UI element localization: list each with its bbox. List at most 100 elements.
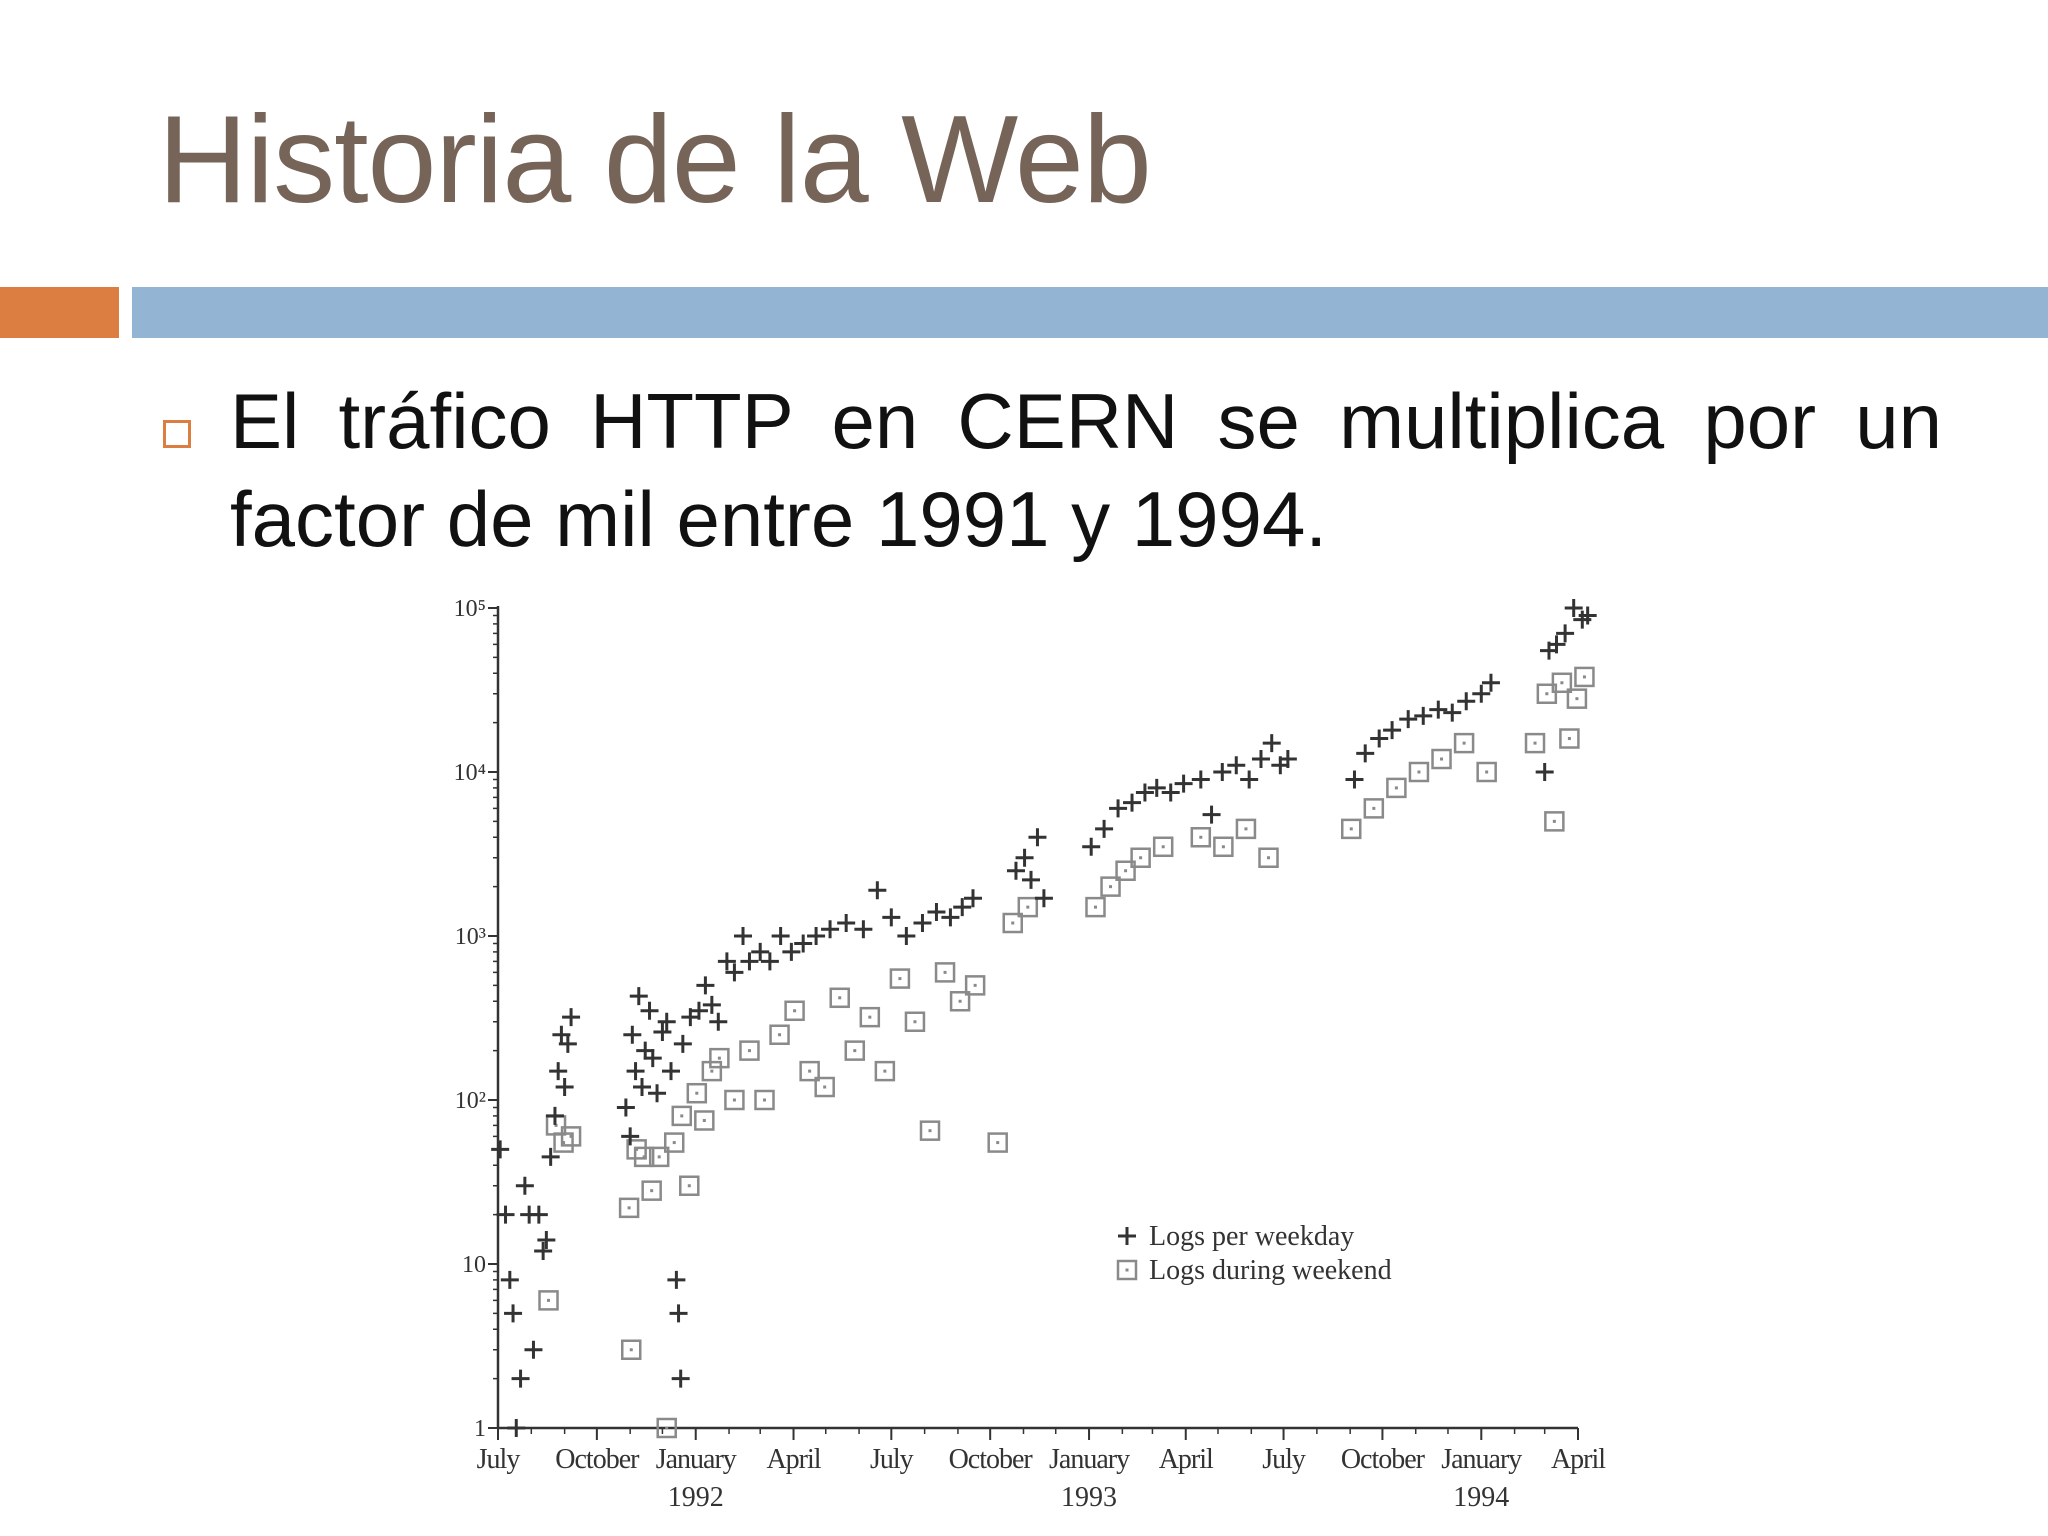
weekday-point xyxy=(534,1242,553,1261)
x-tick-label: January xyxy=(1049,1444,1130,1475)
http-traffic-chart: 10⁵ 10⁴ 10³ 10² 10 1 July October January 1992 Apr… xyxy=(405,585,1645,1526)
weekend-point-dot xyxy=(1093,905,1097,909)
weekend-point xyxy=(1559,728,1580,749)
weekday-point xyxy=(854,920,873,939)
weekday-point xyxy=(555,1078,574,1097)
weekend-point-dot xyxy=(1221,845,1225,849)
weekday-point xyxy=(545,1106,564,1125)
weekend-point xyxy=(1574,666,1595,688)
weekday-point xyxy=(511,1369,530,1388)
weekend-point xyxy=(919,1120,941,1141)
weekend-point xyxy=(1152,836,1174,858)
weekday-point xyxy=(662,1062,681,1081)
weekday-point xyxy=(623,1025,642,1044)
weekday-point xyxy=(626,1062,645,1081)
weekend-point xyxy=(1235,818,1257,840)
weekday-point xyxy=(1457,692,1476,711)
weekend-point xyxy=(679,1175,700,1197)
weekend-point xyxy=(656,1417,677,1439)
weekday-point xyxy=(782,942,801,961)
weekend-point xyxy=(1100,876,1121,897)
weekend-point-dot xyxy=(1575,697,1579,701)
weekday-point xyxy=(640,1001,659,1020)
weekend-point xyxy=(1130,847,1151,869)
weekend-point-dot xyxy=(1533,741,1537,745)
weekend-point-dot xyxy=(1109,885,1113,889)
weekday-point xyxy=(1135,783,1154,802)
slide-title: Historia de la Web xyxy=(158,91,1152,229)
x-tick-label: April xyxy=(1159,1444,1214,1475)
weekday-point xyxy=(868,881,887,900)
weekday-point xyxy=(1006,861,1025,880)
weekday-point xyxy=(913,914,932,933)
y-tick-label: 10⁴ xyxy=(454,760,486,786)
weekday-point xyxy=(643,1049,662,1068)
weekday-point xyxy=(1345,770,1364,789)
weekend-point xyxy=(1085,896,1106,918)
weekend-point-dot xyxy=(1139,856,1143,860)
weekday-point xyxy=(882,908,901,927)
weekend-point xyxy=(1190,827,1212,848)
x-tick-label: April xyxy=(1551,1444,1606,1475)
weekend-point xyxy=(618,1197,640,1219)
weekend-point xyxy=(949,991,971,1012)
weekday-point xyxy=(558,1034,577,1053)
legend-weekend-label: Logs during weekend xyxy=(1149,1255,1392,1286)
weekend-point-dot xyxy=(1124,869,1128,873)
weekday-point xyxy=(1472,684,1491,703)
weekend-point xyxy=(538,1290,559,1311)
x-tick-label: April xyxy=(766,1444,821,1475)
weekday-point xyxy=(541,1147,560,1166)
weekend-point-dot xyxy=(554,1123,558,1127)
weekend-point-dot xyxy=(747,1049,751,1053)
weekday-point xyxy=(669,1304,688,1323)
weekend-point-dot xyxy=(943,970,947,974)
weekend-point-dot xyxy=(680,1114,684,1118)
weekend-point-dot xyxy=(778,1033,782,1037)
weekday-point xyxy=(667,1270,686,1289)
weekend-point-dot xyxy=(898,977,902,981)
weekend-point-dot xyxy=(1440,757,1444,761)
weekday-point xyxy=(537,1231,556,1250)
weekday-point xyxy=(549,1062,568,1081)
weekend-point xyxy=(987,1132,1008,1153)
weekday-point xyxy=(837,914,856,933)
weekend-point xyxy=(663,1132,685,1153)
legend-weekday-label: Logs per weekday xyxy=(1149,1221,1354,1252)
weekend-point-dot xyxy=(732,1098,736,1102)
weekend-point xyxy=(739,1040,760,1061)
weekday-point xyxy=(1251,750,1270,769)
weekend-point-dot xyxy=(1417,770,1421,774)
bullet-square-icon xyxy=(163,420,191,448)
weekend-point-dot xyxy=(642,1155,646,1159)
weekday-point xyxy=(657,1012,676,1031)
weekend-point xyxy=(1431,748,1452,770)
accent-bar-blue xyxy=(132,287,2048,338)
weekday-point xyxy=(1443,703,1462,722)
weekday-point xyxy=(552,1025,571,1044)
weekday-point xyxy=(751,942,770,961)
weekday-point xyxy=(1262,734,1281,753)
x-tick-year-label: 1992 xyxy=(668,1482,724,1513)
weekend-point xyxy=(769,1024,790,1045)
accent-bar-orange xyxy=(0,287,119,338)
weekday-point xyxy=(1370,729,1389,748)
weekend-point-dot xyxy=(710,1069,714,1073)
weekend-point xyxy=(1476,761,1497,783)
weekday-point xyxy=(496,1205,515,1224)
weekend-point-dot xyxy=(1161,845,1165,849)
weekend-point xyxy=(859,1006,881,1028)
weekend-point xyxy=(1341,818,1362,840)
weekend-point xyxy=(844,1040,866,1061)
weekday-point xyxy=(524,1340,543,1359)
weekend-point-dot xyxy=(793,1009,797,1013)
weekday-point xyxy=(1213,763,1232,781)
weekday-point xyxy=(689,1001,708,1020)
weekend-point xyxy=(694,1110,715,1131)
weekend-point-dot xyxy=(687,1184,691,1188)
weekend-point-dot xyxy=(702,1118,706,1122)
weekday-point xyxy=(1028,828,1047,847)
x-tick-year-label: 1994 xyxy=(1453,1482,1509,1513)
weekday-point xyxy=(1481,673,1500,692)
